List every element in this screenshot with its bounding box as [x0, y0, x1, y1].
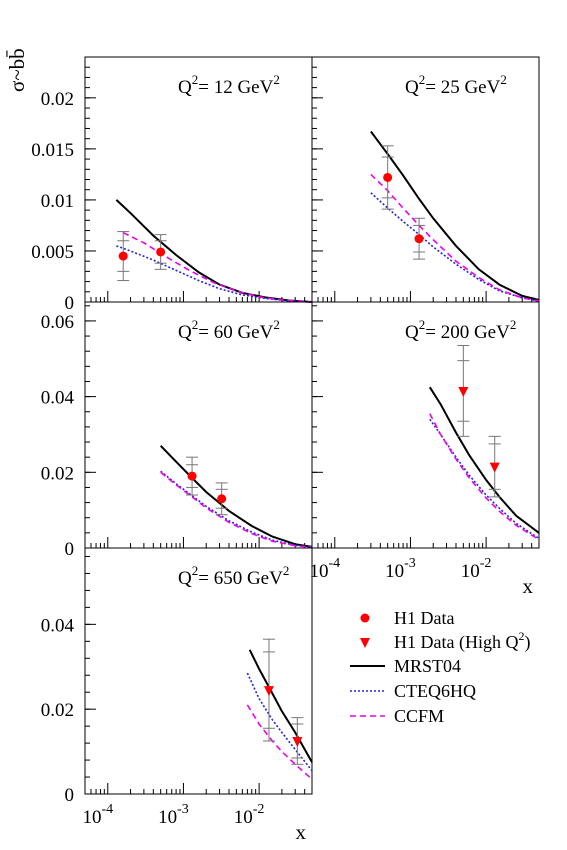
x-axis-label: x	[296, 820, 307, 844]
data-point-h1	[414, 234, 424, 244]
y-tick-label: 0.02	[41, 700, 74, 721]
y-tick-label: 0.005	[31, 242, 74, 263]
panel-frame	[311, 301, 540, 549]
y-tick-label: 0.04	[41, 388, 75, 409]
curve-cteq	[370, 192, 540, 302]
y-tick-label: 0.06	[41, 312, 74, 333]
data-point-h1	[118, 251, 128, 261]
curve-ccfm	[246, 704, 313, 780]
data-point-h1	[156, 247, 166, 257]
curve-cteq	[246, 672, 313, 772]
panel-q650: 0 0.02 0.04 10-4 10-3 10-2 x Q2= 650 GeV2	[41, 547, 313, 844]
x-tick-label: 10-3	[385, 556, 416, 582]
legend-marker-h1	[360, 613, 370, 623]
legend-label-ccfm: CCFM	[394, 706, 444, 726]
curve-ccfm	[370, 173, 540, 302]
y-tick-label: 0	[65, 539, 75, 560]
y-tick-label: 0.01	[41, 191, 74, 212]
curve-mrst	[159, 445, 313, 548]
y-tick-label: 0.02	[41, 463, 74, 484]
x-tick-label: 10-4	[309, 556, 340, 582]
q2-label: Q2= 200 GeV2	[405, 317, 516, 343]
data-point-h1	[217, 494, 227, 504]
data-point-h1-high-q2	[292, 736, 303, 747]
data-point-h1-high-q2	[263, 686, 274, 697]
panel-q200: 10-4 10-3 10-2 x Q2= 200 GeV2	[309, 301, 540, 598]
q2-label: Q2= 650 GeV2	[178, 563, 289, 589]
x-tick-label: 10-3	[158, 802, 189, 828]
curve-mrst	[115, 199, 313, 303]
curve-cteq	[160, 470, 313, 548]
q2-label: Q2= 25 GeV2	[405, 72, 507, 98]
curve-mrst	[428, 386, 540, 534]
x-tick-label: 10-2	[234, 802, 265, 828]
x-tick-label: 10-4	[82, 802, 113, 828]
x-axis-label: x	[523, 574, 534, 598]
x-tick-label: 10-2	[461, 556, 492, 582]
curve-ccfm	[160, 471, 313, 548]
curve-cteq	[116, 245, 313, 303]
curve-mrst	[248, 649, 313, 763]
data-point-h1-high-q2	[458, 386, 469, 397]
data-point-h1	[187, 471, 197, 481]
curve-cteq	[429, 418, 540, 540]
curve-ccfm	[122, 231, 313, 303]
y-tick-label: 0.015	[31, 140, 74, 161]
legend-label-mrst: MRST04	[394, 656, 461, 676]
legend-marker-h1-high-q2	[360, 638, 370, 648]
y-tick-label: 0.02	[41, 89, 74, 110]
panel-q60: 0 0.02 0.04 0.06 Q2= 60 GeV2	[41, 301, 313, 560]
legend-label-h1hq: H1 Data (High Q2)	[394, 629, 530, 653]
y-tick-label: 0	[65, 785, 75, 806]
y-axis-label: σ~bb̄	[5, 48, 29, 92]
legend-label-h1: H1 Data	[394, 608, 454, 628]
q2-label: Q2= 60 GeV2	[178, 317, 280, 343]
legend-label-cteq: CTEQ6HQ	[394, 681, 476, 701]
y-tick-label: 0	[65, 293, 75, 314]
y-tick-label: 0.04	[41, 615, 75, 636]
panel-q25: Q2= 25 GeV2	[311, 56, 540, 303]
data-point-h1-high-q2	[489, 462, 500, 473]
curve-mrst	[370, 130, 540, 301]
data-point-h1	[383, 172, 393, 182]
panel-frame	[84, 547, 313, 795]
q2-label: Q2= 12 GeV2	[178, 72, 280, 98]
panel-q12: 0 0.005 0.01 0.015 0.02 Q2= 12 GeV2	[31, 56, 313, 314]
